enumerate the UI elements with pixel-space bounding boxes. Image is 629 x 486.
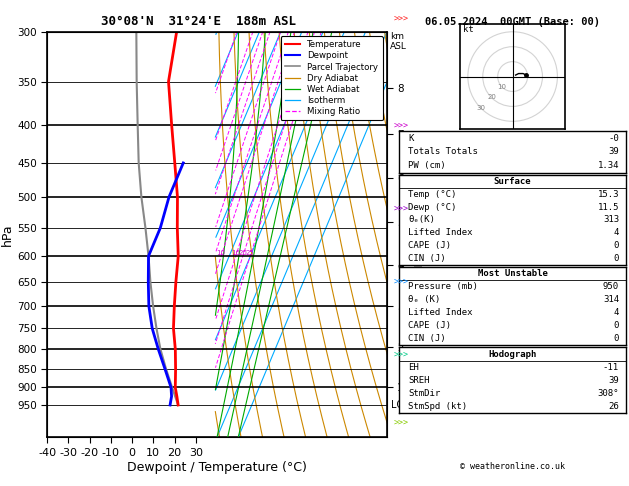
Text: km
ASL: km ASL bbox=[390, 32, 407, 51]
Text: 314: 314 bbox=[603, 295, 619, 304]
Text: 06.05.2024  00GMT (Base: 00): 06.05.2024 00GMT (Base: 00) bbox=[425, 17, 600, 27]
Text: PW (cm): PW (cm) bbox=[408, 161, 446, 170]
Y-axis label: Mixing Ratio (g/kg): Mixing Ratio (g/kg) bbox=[411, 189, 421, 280]
Text: 10: 10 bbox=[498, 84, 507, 90]
Text: 30: 30 bbox=[477, 105, 486, 111]
Text: © weatheronline.co.uk: © weatheronline.co.uk bbox=[460, 462, 565, 471]
Text: >>>: >>> bbox=[393, 205, 408, 213]
Text: 0: 0 bbox=[614, 321, 619, 330]
Text: 30°08'N  31°24'E  188m ASL: 30°08'N 31°24'E 188m ASL bbox=[101, 15, 296, 28]
Y-axis label: hPa: hPa bbox=[1, 223, 14, 246]
Text: 26: 26 bbox=[608, 402, 619, 411]
Text: Temp (°C): Temp (°C) bbox=[408, 190, 457, 199]
Text: Pressure (mb): Pressure (mb) bbox=[408, 282, 478, 291]
Text: 1.34: 1.34 bbox=[598, 161, 619, 170]
Text: 0: 0 bbox=[614, 241, 619, 250]
Text: StmSpd (kt): StmSpd (kt) bbox=[408, 402, 467, 411]
Text: CAPE (J): CAPE (J) bbox=[408, 321, 452, 330]
Text: Surface: Surface bbox=[494, 177, 532, 186]
Text: kt: kt bbox=[464, 25, 474, 34]
Text: -0: -0 bbox=[608, 134, 619, 142]
Text: 39: 39 bbox=[608, 147, 619, 156]
Text: >>>: >>> bbox=[393, 15, 408, 24]
Text: Hodograph: Hodograph bbox=[489, 349, 537, 359]
Text: 4: 4 bbox=[614, 308, 619, 317]
Text: Totals Totals: Totals Totals bbox=[408, 147, 478, 156]
Text: SREH: SREH bbox=[408, 376, 430, 385]
Text: 25: 25 bbox=[246, 250, 255, 256]
Text: 0: 0 bbox=[614, 254, 619, 263]
Text: Most Unstable: Most Unstable bbox=[477, 269, 548, 278]
Text: StmDir: StmDir bbox=[408, 389, 441, 398]
Text: 16: 16 bbox=[231, 250, 240, 256]
Text: Lifted Index: Lifted Index bbox=[408, 308, 473, 317]
Text: 0: 0 bbox=[614, 334, 619, 343]
Text: CIN (J): CIN (J) bbox=[408, 334, 446, 343]
Text: EH: EH bbox=[408, 363, 419, 372]
Text: 11.5: 11.5 bbox=[598, 203, 619, 211]
Text: 20: 20 bbox=[238, 250, 247, 256]
Text: 15.3: 15.3 bbox=[598, 190, 619, 199]
Text: CAPE (J): CAPE (J) bbox=[408, 241, 452, 250]
Text: >>>: >>> bbox=[393, 122, 408, 131]
Text: Lifted Index: Lifted Index bbox=[408, 228, 473, 237]
Text: >>>: >>> bbox=[393, 350, 408, 359]
Text: 313: 313 bbox=[603, 215, 619, 225]
Text: 20: 20 bbox=[487, 94, 496, 101]
Text: 10: 10 bbox=[216, 250, 226, 256]
Text: 39: 39 bbox=[608, 376, 619, 385]
Text: 4: 4 bbox=[614, 228, 619, 237]
Text: >>>: >>> bbox=[393, 278, 408, 286]
X-axis label: Dewpoint / Temperature (°C): Dewpoint / Temperature (°C) bbox=[127, 461, 307, 473]
Text: 308°: 308° bbox=[598, 389, 619, 398]
Text: K: K bbox=[408, 134, 414, 142]
Text: 950: 950 bbox=[603, 282, 619, 291]
Text: CIN (J): CIN (J) bbox=[408, 254, 446, 263]
Text: LCL: LCL bbox=[391, 400, 409, 410]
Text: >>>: >>> bbox=[393, 418, 408, 427]
Text: θₑ (K): θₑ (K) bbox=[408, 295, 441, 304]
Text: θₑ(K): θₑ(K) bbox=[408, 215, 435, 225]
Text: Dewp (°C): Dewp (°C) bbox=[408, 203, 457, 211]
Text: -11: -11 bbox=[603, 363, 619, 372]
Legend: Temperature, Dewpoint, Parcel Trajectory, Dry Adiabat, Wet Adiabat, Isotherm, Mi: Temperature, Dewpoint, Parcel Trajectory… bbox=[281, 36, 382, 121]
